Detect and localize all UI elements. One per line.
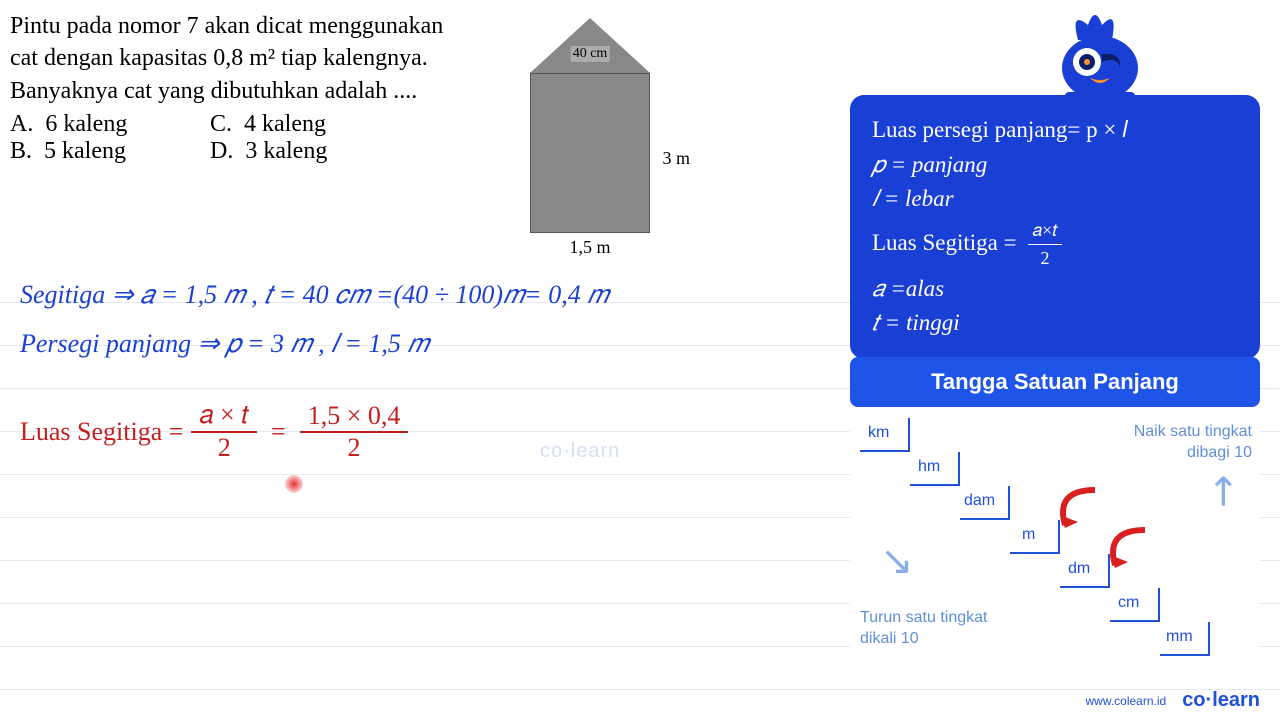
watermark: co·learn bbox=[540, 440, 620, 463]
unit-dam: dam bbox=[964, 492, 995, 510]
formula-rect-area: Luas persegi panjang= p × 𝑙 bbox=[872, 113, 1238, 148]
formula-l: 𝑙 = lebar bbox=[872, 182, 1238, 217]
door-diagram: 40 cm 3 m 1,5 m bbox=[490, 18, 690, 278]
option-d: D. 3 kaleng bbox=[210, 138, 410, 165]
option-a: A. 6 kaleng bbox=[10, 111, 210, 138]
unit-km: km bbox=[868, 424, 889, 442]
note-up: Naik satu tingkat dibagi 10 bbox=[1134, 422, 1252, 464]
work-line-1: Segitiga ⇒ 𝑎 = 1,5 𝑚 , 𝑡 = 40 𝑐𝑚 =(40 ÷ … bbox=[20, 280, 608, 311]
footer-brand: co·learn bbox=[1182, 689, 1260, 712]
unit-ladder: km hm dam m dm cm mm Naik satu tingkat d… bbox=[850, 408, 1260, 688]
unit-m: m bbox=[1022, 526, 1035, 544]
footer-url: www.colearn.id bbox=[1085, 694, 1166, 708]
work-line-2: Persegi panjang ⇒ 𝑝 = 3 𝑚 , 𝑙 = 1,5 𝑚 bbox=[20, 329, 608, 360]
formula-t: 𝑡 = tinggi bbox=[872, 306, 1238, 341]
door-width: 1,5 m bbox=[530, 237, 650, 258]
option-c: C. 4 kaleng bbox=[210, 111, 410, 138]
formula-box: Luas persegi panjang= p × 𝑙 𝑝 = panjang … bbox=[850, 95, 1260, 359]
work-line-3: Luas Segitiga = 𝑎 × 𝑡 2 = 1,5 × 0,4 2 bbox=[20, 400, 608, 463]
red-curve-2 bbox=[1100, 520, 1170, 580]
fraction-1: 𝑎 × 𝑡 2 bbox=[191, 400, 257, 463]
unit-ladder-header: Tangga Satuan Panjang bbox=[850, 357, 1260, 407]
formula-a: 𝑎 =alas bbox=[872, 272, 1238, 307]
formula-p: 𝑝 = panjang bbox=[872, 148, 1238, 183]
door-rect-height: 3 m bbox=[662, 148, 690, 169]
unit-hm: hm bbox=[918, 458, 940, 476]
fraction-2: 1,5 × 0,4 2 bbox=[300, 401, 409, 463]
option-b: B. 5 kaleng bbox=[10, 138, 210, 165]
formula-triangle-area: Luas Segitiga = 𝑎×𝑡 2 bbox=[872, 217, 1238, 272]
arrow-up-icon: ↗ bbox=[1195, 463, 1251, 519]
cursor-highlight bbox=[285, 475, 303, 493]
footer: www.colearn.id co·learn bbox=[1085, 689, 1260, 712]
door-triangle-height: 40 cm bbox=[571, 46, 610, 62]
note-down: Turun satu tingkat dikali 10 bbox=[860, 608, 987, 650]
unit-cm: cm bbox=[1118, 594, 1139, 612]
unit-dm: dm bbox=[1068, 560, 1090, 578]
solution-work: Segitiga ⇒ 𝑎 = 1,5 𝑚 , 𝑡 = 40 𝑐𝑚 =(40 ÷ … bbox=[20, 280, 608, 463]
arrow-down-icon: ↘ bbox=[880, 538, 914, 584]
unit-mm: mm bbox=[1166, 628, 1193, 646]
mascot-icon bbox=[1040, 0, 1160, 105]
problem-text: Pintu pada nomor 7 akan dicat menggunaka… bbox=[10, 10, 460, 107]
answer-options: A. 6 kaleng C. 4 kaleng B. 5 kaleng D. 3… bbox=[10, 111, 830, 165]
